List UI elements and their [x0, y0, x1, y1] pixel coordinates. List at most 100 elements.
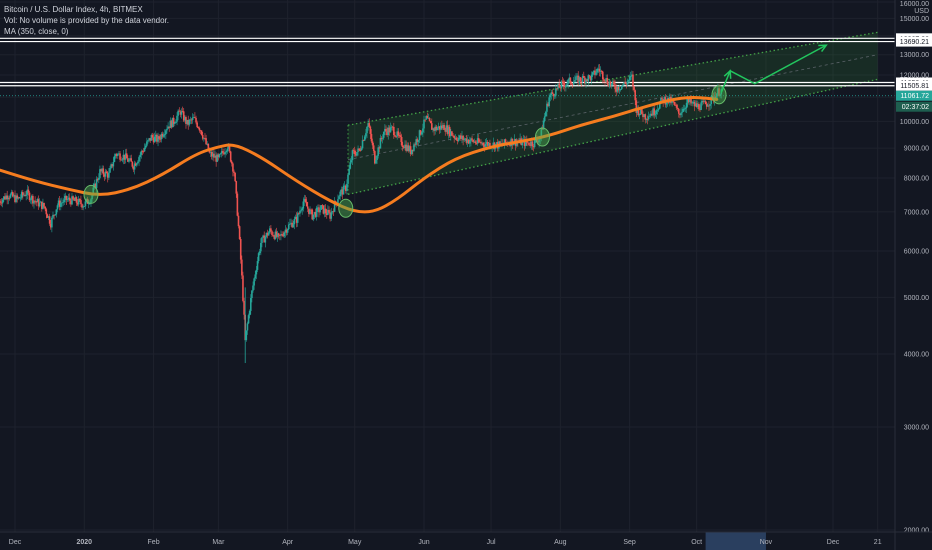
- candle-body: [543, 116, 546, 122]
- candle-body: [99, 169, 101, 178]
- candle-body: [136, 163, 138, 166]
- candle-body: [180, 111, 183, 115]
- candle-body: [368, 123, 371, 127]
- candle-body: [73, 199, 76, 201]
- candle-body: [296, 213, 299, 223]
- candle-body: [340, 189, 343, 192]
- time-tick-label: May: [348, 539, 362, 546]
- candle-body: [540, 127, 543, 138]
- candle-body: [561, 81, 564, 83]
- grid: [0, 0, 895, 532]
- candle-body: [382, 131, 385, 138]
- candle-body: [94, 183, 97, 189]
- candle-body: [249, 298, 252, 311]
- candle-body: [443, 124, 445, 130]
- candle-body: [205, 138, 207, 145]
- candle-body: [192, 117, 195, 118]
- candle-body: [688, 98, 690, 103]
- candle-body: [691, 102, 693, 104]
- candle-body: [549, 95, 552, 98]
- candle-body: [627, 80, 630, 82]
- candle-body: [367, 123, 369, 127]
- candle-body: [378, 147, 381, 149]
- candle-body: [606, 77, 609, 85]
- candle-body: [583, 75, 585, 78]
- candle-body: [253, 278, 255, 286]
- candle-body: [142, 151, 145, 153]
- candle-body: [235, 181, 238, 194]
- candle-body: [292, 224, 295, 228]
- candle-body: [396, 131, 398, 137]
- candle-body: [321, 205, 324, 207]
- candle-body: [147, 140, 149, 142]
- candle-body: [620, 85, 623, 89]
- candle-body: [464, 138, 467, 140]
- candle-body: [106, 173, 109, 178]
- candle-body: [85, 198, 88, 202]
- candle-body: [545, 111, 547, 117]
- candle-body: [181, 111, 184, 112]
- candle-body: [211, 153, 214, 157]
- candle-body: [222, 151, 224, 153]
- candle-body: [261, 237, 263, 243]
- time-axis[interactable]: Dec 2020 Feb Mar Apr May Jun Jul Aug Sep Oct Nov Dec…: [0, 531, 932, 550]
- candle-body: [79, 198, 81, 201]
- candle-body: [268, 228, 271, 233]
- candle-body: [339, 191, 341, 197]
- candle-body: [454, 137, 457, 139]
- candle-body: [120, 159, 122, 161]
- candle-body: [115, 154, 118, 156]
- candle-body: [201, 134, 204, 139]
- candle-body: [528, 142, 530, 145]
- candle-body: [531, 141, 534, 147]
- price-axis[interactable]: 16000.0015000.0014000.0013000.0012000.00…: [894, 0, 932, 550]
- candle-body: [13, 195, 15, 197]
- candle-body: [536, 138, 538, 141]
- candle-body: [309, 209, 311, 214]
- candle-body: [492, 142, 495, 147]
- candle-body: [301, 208, 303, 211]
- candle-body: [141, 151, 144, 152]
- candle-body: [143, 147, 146, 152]
- time-tick-label: Oct: [691, 539, 702, 546]
- candle-body: [547, 103, 549, 107]
- marker-circle: [83, 184, 99, 204]
- candle-body: [260, 242, 262, 252]
- candle-body: [150, 135, 153, 141]
- legend-ma[interactable]: MA (350, close, 0): [4, 27, 69, 36]
- level-label-bg: [896, 80, 932, 91]
- candle-body: [693, 101, 696, 107]
- time-tick-label: Aug: [554, 539, 567, 546]
- candle-body: [86, 198, 89, 204]
- legend-symbol[interactable]: Bitcoin / U.S. Dollar Index, 4h, BITMEX: [4, 5, 143, 14]
- candle-body: [22, 192, 24, 196]
- candle-body: [423, 119, 425, 129]
- candle-body: [641, 108, 643, 114]
- candle-body: [298, 213, 300, 215]
- candle-body: [451, 131, 453, 136]
- candle-body: [26, 189, 29, 195]
- candle-body: [595, 72, 597, 75]
- candle-body: [308, 208, 310, 214]
- price-tick-label: 4000.00: [904, 352, 929, 359]
- candle-body: [433, 128, 435, 131]
- candle-body: [537, 140, 539, 143]
- candle-body: [70, 200, 72, 205]
- candle-body: [290, 222, 292, 224]
- candle-body: [229, 151, 232, 162]
- candle-body: [329, 212, 331, 219]
- candle-body: [465, 138, 468, 143]
- candle-body: [139, 154, 141, 158]
- candle-body: [62, 202, 64, 204]
- candle-body: [567, 79, 569, 84]
- candle-body: [312, 214, 315, 220]
- candle-body: [635, 100, 638, 113]
- candle-body: [631, 74, 633, 76]
- time-tick-label: Sep: [623, 539, 636, 546]
- candle-body: [698, 104, 700, 110]
- candle-body: [293, 219, 296, 225]
- candle-body: [27, 189, 30, 193]
- candle-body: [241, 259, 243, 276]
